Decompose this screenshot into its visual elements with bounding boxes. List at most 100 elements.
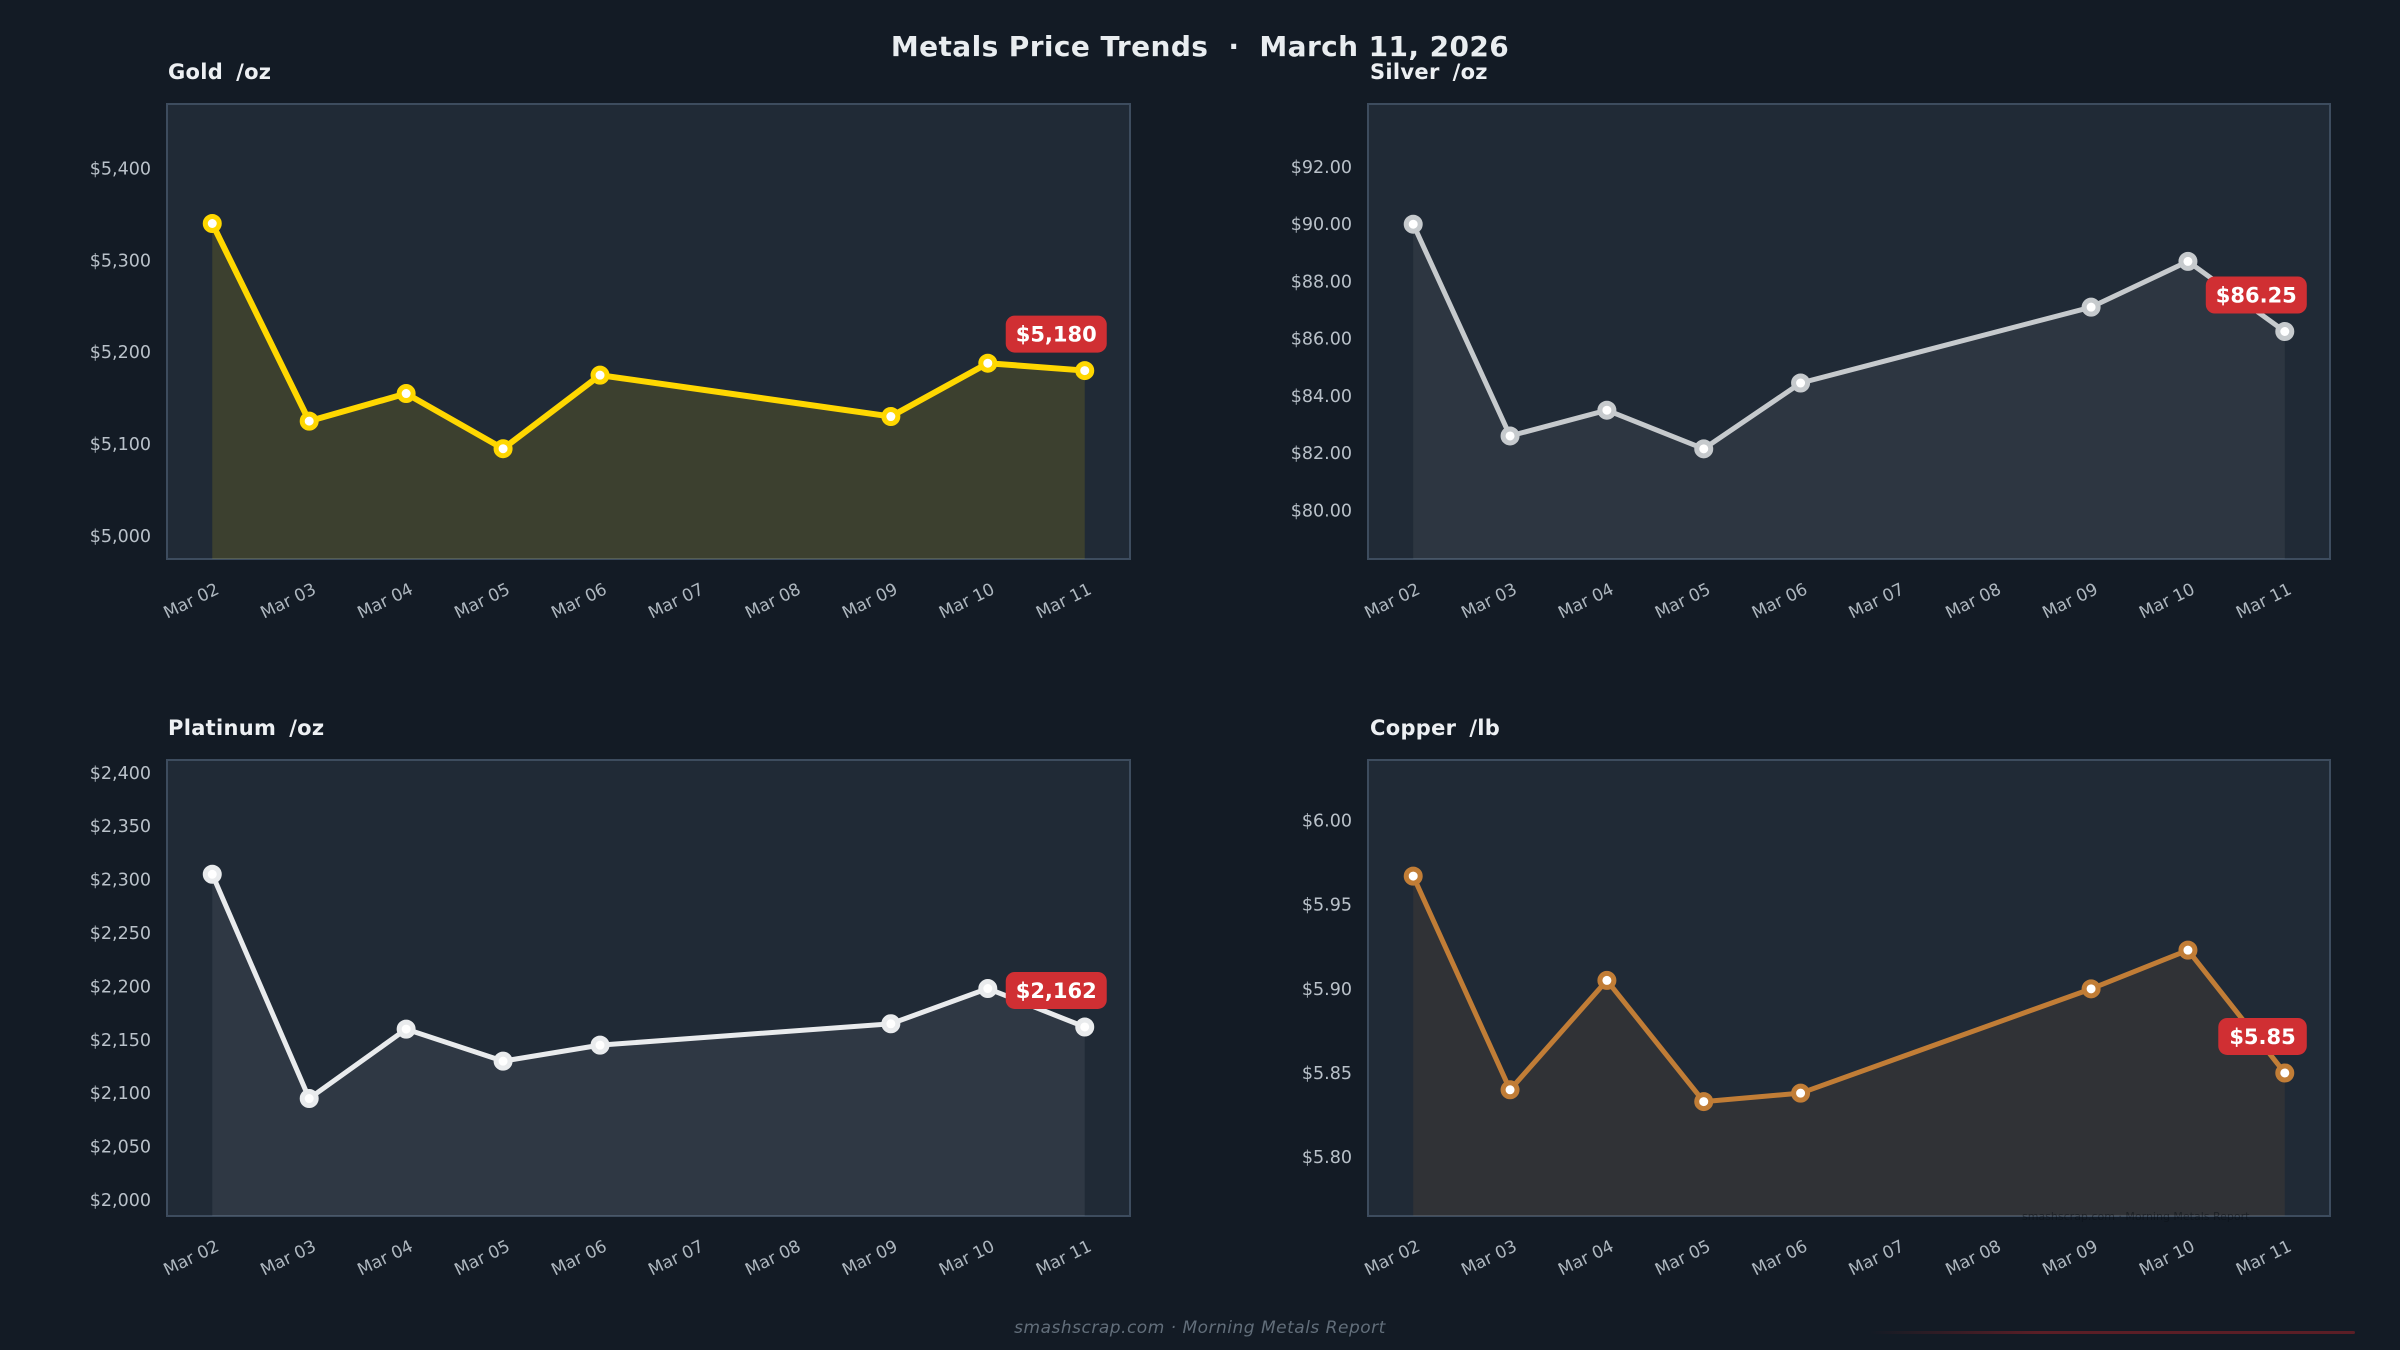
gold-plot-group: $5,000 $5,100 $5,200 $5,300 $5,400 Mar 02 Mar …	[90, 103, 1131, 624]
platinum-x-tick-label: Mar 06	[548, 1237, 610, 1281]
gold-y-tick-label: $5,300	[90, 251, 151, 271]
platinum-data-point	[396, 1019, 416, 1039]
silver-x-tick-label: Mar 07	[1846, 580, 1908, 624]
silver-x-tick-label: Mar 08	[1943, 580, 2005, 624]
copper-badge-background	[2218, 1017, 2307, 1055]
copper-x-tick-label: Mar 03	[1458, 1237, 1520, 1281]
platinum-y-tick-label: $2,050	[90, 1138, 151, 1158]
gold-x-tick-label: Mar 02	[161, 580, 223, 624]
silver-chart: $80.00 $82.00 $84.00 $86.00 $88.00 $90.00 $92.…	[1291, 103, 2331, 624]
platinum-price-line	[209, 871, 1088, 1102]
copper-x-tick-label: Mar 02	[1361, 1237, 1423, 1281]
platinum-data-point	[202, 864, 222, 884]
platinum-y-tick-label: $2,100	[90, 1084, 151, 1104]
silver-badge-price-text: $86.25	[2216, 284, 2297, 308]
copper-data-point	[1791, 1083, 1811, 1103]
copper-x-tick-label: Mar 09	[2039, 1237, 2101, 1281]
gold-data-point	[202, 213, 222, 233]
copper-data-point	[2178, 940, 2198, 960]
copper-data-point	[1403, 866, 1423, 886]
silver-y-tick-label: $82.00	[1291, 444, 1352, 464]
ghost-watermark: smashscrap.com · Morning Metals Report	[2022, 1210, 2250, 1223]
silver-y-tick-label: $92.00	[1291, 158, 1352, 178]
platinum-title-unit: /oz	[289, 716, 325, 740]
gold-data-point	[396, 384, 416, 404]
gold-data-point	[881, 407, 901, 427]
gold-badge-price-text: $5,180	[1016, 323, 1097, 347]
gold-area-fill	[212, 223, 1085, 560]
copper-y-tick-label: $5.80	[1302, 1148, 1352, 1168]
gold-x-tick-label: Mar 05	[451, 580, 513, 624]
copper-data-point	[2275, 1063, 2295, 1083]
silver-data-point	[2081, 297, 2101, 317]
gold-x-tick-label: Mar 08	[742, 580, 804, 624]
platinum-y-tick-label: $2,150	[90, 1031, 151, 1051]
platinum-title-label: Platinum	[168, 716, 277, 740]
platinum-x-tick-label: Mar 02	[161, 1237, 223, 1281]
silver-data-point	[1403, 214, 1423, 234]
silver-plot-area	[1367, 103, 2331, 560]
silver-data-point	[2178, 251, 2198, 271]
copper-data-point	[1694, 1092, 1714, 1112]
gold-x-tick-label: Mar 06	[548, 580, 610, 624]
platinum-x-tick-label: Mar 08	[742, 1237, 804, 1281]
platinum-y-tick-label: $2,400	[90, 764, 151, 784]
page-title-date: March 11, 2026	[1259, 30, 1510, 63]
copper-last-price-badge: $5.85	[2218, 1017, 2307, 1055]
platinum-area-fill	[212, 874, 1085, 1216]
gold-data-point	[299, 411, 319, 431]
silver-y-tick-label: $80.00	[1291, 501, 1352, 521]
page-title-text: Metals Price Trends	[890, 30, 1209, 63]
gold-x-tick-label: Mar 09	[839, 580, 901, 624]
silver-data-point	[1791, 373, 1811, 393]
page-footer: smashscrap.com · Morning Metals Report	[1014, 1318, 1386, 1338]
gold-data-point	[590, 365, 610, 385]
gold-badge-background	[1005, 315, 1107, 353]
silver-price-line	[1410, 221, 2288, 452]
silver-x-tick-label: Mar 11	[2233, 580, 2295, 624]
gold-x-tick-label: Mar 11	[1033, 580, 1095, 624]
silver-x-tick-label: Mar 10	[2136, 580, 2198, 624]
gold-plot-area	[166, 103, 1131, 560]
silver-plot-group: $80.00 $82.00 $84.00 $86.00 $88.00 $90.00 $92.…	[1291, 103, 2331, 624]
platinum-plot-group: $2,000 $2,050 $2,100 $2,150 $2,200 $2,250 $2,3…	[90, 759, 1131, 1281]
platinum-chart: $2,000 $2,050 $2,100 $2,150 $2,200 $2,250 $2,3…	[90, 759, 1131, 1281]
silver-data-point	[1694, 439, 1714, 459]
platinum-y-tick-label: $2,000	[90, 1191, 151, 1211]
platinum-data-point	[590, 1035, 610, 1055]
silver-y-tick-label: $84.00	[1291, 387, 1352, 407]
silver-title-label: Silver	[1370, 60, 1440, 84]
silver-x-tick-label: Mar 03	[1458, 580, 1520, 624]
silver-x-tick-label: Mar 06	[1749, 580, 1811, 624]
silver-y-tick-label: $88.00	[1291, 272, 1352, 292]
copper-y-tick-label: $5.85	[1302, 1064, 1352, 1084]
platinum-badge-background	[1005, 971, 1107, 1009]
platinum-data-point	[1075, 1017, 1095, 1037]
silver-data-point	[2275, 322, 2295, 341]
red-underline-decoration	[1870, 1331, 2355, 1334]
gold-x-tick-label: Mar 03	[257, 580, 319, 624]
page-title: Metals Price Trends · March 11, 2026	[0, 30, 2400, 63]
gold-chart-title: Gold /oz	[168, 60, 271, 84]
platinum-x-tick-label: Mar 05	[451, 1237, 513, 1281]
copper-title-unit: /lb	[1469, 716, 1501, 740]
copper-x-tick-label: Mar 08	[1943, 1237, 2005, 1281]
platinum-y-tick-label: $2,250	[90, 924, 151, 944]
copper-area-fill	[1413, 876, 2285, 1216]
copper-x-tick-label: Mar 04	[1555, 1237, 1617, 1281]
copper-x-tick-label: Mar 05	[1652, 1237, 1714, 1281]
copper-data-point	[2081, 979, 2101, 999]
copper-data-point	[1500, 1080, 1520, 1100]
copper-x-tick-label: Mar 11	[2233, 1237, 2295, 1281]
platinum-data-point	[493, 1051, 513, 1071]
gold-y-tick-label: $5,400	[90, 159, 151, 179]
silver-data-point	[1500, 426, 1520, 446]
silver-y-tick-label: $86.00	[1291, 330, 1352, 350]
silver-title-unit: /oz	[1452, 60, 1488, 84]
gold-last-price-badge: $5,180	[1005, 315, 1107, 353]
platinum-chart-title: Platinum /oz	[168, 716, 324, 740]
gold-price-line	[209, 220, 1088, 452]
copper-x-tick-label: Mar 06	[1749, 1237, 1811, 1281]
gold-data-point	[1075, 361, 1095, 381]
